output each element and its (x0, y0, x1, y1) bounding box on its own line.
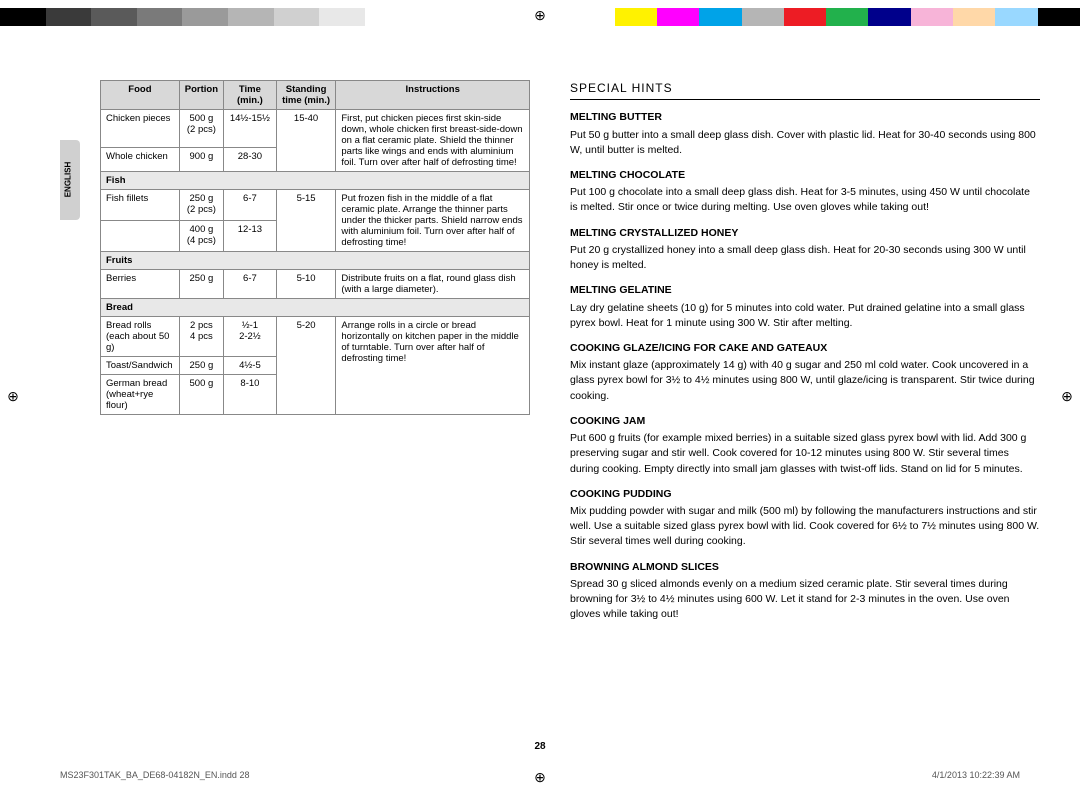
table-cell: Arrange rolls in a circle or bread horiz… (336, 317, 530, 415)
table-cell: 900 g (179, 148, 223, 172)
table-cell (101, 221, 180, 252)
registration-mark-icon: ⊕ (1060, 389, 1074, 403)
table-row: Berries250 g6-75-10Distribute fruits on … (101, 270, 530, 299)
table-cell: Fish fillets (101, 190, 180, 221)
table-cell: Berries (101, 270, 180, 299)
registration-mark-icon: ⊕ (533, 8, 547, 22)
hint-heading: BROWNING ALMOND SLICES (570, 560, 1040, 575)
hint-body: Put 100 g chocolate into a small deep gl… (570, 185, 1040, 215)
table-cell: 6-7 (224, 190, 277, 221)
hint-heading: COOKING JAM (570, 414, 1040, 429)
hint-heading: MELTING GELATINE (570, 283, 1040, 298)
table-cell: 500 g (2 pcs) (179, 110, 223, 148)
table-row: Fish fillets250 g (2 pcs)6-75-15Put froz… (101, 190, 530, 221)
table-cell: Toast/Sandwich (101, 357, 180, 375)
footer-filename: MS23F301TAK_BA_DE68-04182N_EN.indd 28 (60, 770, 249, 780)
table-cell: Distribute fruits on a flat, round glass… (336, 270, 530, 299)
table-cell: 15-40 (276, 110, 336, 172)
special-hints-title: SPECIAL HINTS (570, 80, 1040, 100)
table-cell: 4½-5 (224, 357, 277, 375)
table-header: Portion (179, 81, 223, 110)
table-cell: Whole chicken (101, 148, 180, 172)
table-header: Food (101, 81, 180, 110)
hint-body: Lay dry gelatine sheets (10 g) for 5 min… (570, 301, 1040, 331)
hint-body: Mix pudding powder with sugar and milk (… (570, 504, 1040, 550)
table-row: Bread rolls (each about 50 g)2 pcs 4 pcs… (101, 317, 530, 357)
hint-heading: COOKING GLAZE/ICING FOR CAKE AND GATEAUX (570, 341, 1040, 356)
table-header: Standing time (min.) (276, 81, 336, 110)
right-column: SPECIAL HINTS MELTING BUTTER Put 50 g but… (570, 80, 1040, 742)
table-header: Time (min.) (224, 81, 277, 110)
hint-body: Spread 30 g sliced almonds evenly on a m… (570, 577, 1040, 623)
table-section-label: Fruits (101, 252, 530, 270)
table-cell: 250 g (179, 270, 223, 299)
defrosting-table: FoodPortionTime (min.)Standing time (min… (100, 80, 530, 415)
hint-heading: MELTING CHOCOLATE (570, 168, 1040, 183)
footer-date: 4/1/2013 10:22:39 AM (932, 770, 1020, 780)
page-content: FoodPortionTime (min.)Standing time (min… (100, 80, 1040, 742)
table-cell: 5-15 (276, 190, 336, 252)
table-row: Bread (101, 299, 530, 317)
table-cell: 5-20 (276, 317, 336, 415)
hint-heading: MELTING CRYSTALLIZED HONEY (570, 226, 1040, 241)
table-cell: Put frozen fish in the middle of a flat … (336, 190, 530, 252)
table-cell: 5-10 (276, 270, 336, 299)
hint-body: Put 600 g fruits (for example mixed berr… (570, 431, 1040, 477)
table-cell: German bread (wheat+rye flour) (101, 375, 180, 415)
table-cell: 250 g (2 pcs) (179, 190, 223, 221)
table-cell: 6-7 (224, 270, 277, 299)
table-row: Fruits (101, 252, 530, 270)
table-cell: 250 g (179, 357, 223, 375)
table-section-label: Fish (101, 172, 530, 190)
table-cell: First, put chicken pieces first skin-sid… (336, 110, 530, 172)
table-section-label: Bread (101, 299, 530, 317)
hint-heading: COOKING PUDDING (570, 487, 1040, 502)
table-header: Instructions (336, 81, 530, 110)
table-row: Chicken pieces500 g (2 pcs)14½-15½15-40F… (101, 110, 530, 148)
table-cell: 500 g (179, 375, 223, 415)
hint-body: Mix instant glaze (approximately 14 g) w… (570, 358, 1040, 404)
left-column: FoodPortionTime (min.)Standing time (min… (100, 80, 530, 742)
table-cell: 2 pcs 4 pcs (179, 317, 223, 357)
table-cell: 14½-15½ (224, 110, 277, 148)
registration-mark-icon: ⊕ (6, 389, 20, 403)
table-cell: Bread rolls (each about 50 g) (101, 317, 180, 357)
hint-body: Put 20 g crystallized honey into a small… (570, 243, 1040, 273)
table-cell: 28-30 (224, 148, 277, 172)
print-footer: MS23F301TAK_BA_DE68-04182N_EN.indd 28 4/… (60, 770, 1020, 780)
table-cell: 400 g (4 pcs) (179, 221, 223, 252)
language-label: ENGLISH (63, 162, 72, 198)
table-cell: Chicken pieces (101, 110, 180, 148)
language-tab: ENGLISH (60, 140, 80, 220)
hint-heading: MELTING BUTTER (570, 110, 1040, 125)
hint-body: Put 50 g butter into a small deep glass … (570, 128, 1040, 158)
table-cell: 12-13 (224, 221, 277, 252)
table-row: Fish (101, 172, 530, 190)
page-number: 28 (534, 741, 545, 752)
table-cell: 8-10 (224, 375, 277, 415)
table-cell: ½-1 2-2½ (224, 317, 277, 357)
